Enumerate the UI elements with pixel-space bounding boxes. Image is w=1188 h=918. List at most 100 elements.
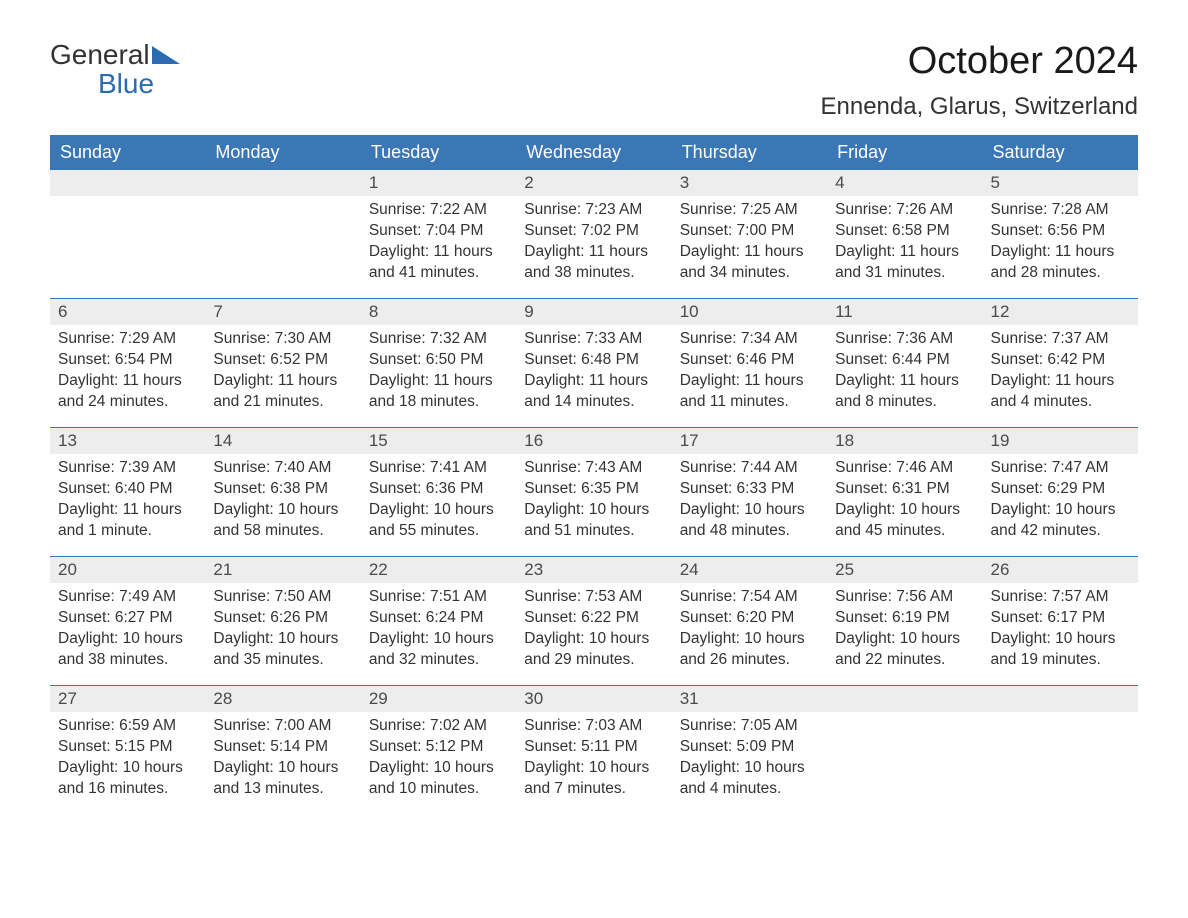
sunset-text: Sunset: 6:46 PM — [680, 350, 819, 371]
brand-word2: Blue — [98, 69, 180, 98]
day-body: Sunrise: 7:47 AMSunset: 6:29 PMDaylight:… — [983, 454, 1138, 550]
day-number: 12 — [983, 299, 1138, 325]
sunset-text: Sunset: 7:00 PM — [680, 221, 819, 242]
day-number: 8 — [361, 299, 516, 325]
daylight-text: Daylight: 10 hours and 4 minutes. — [680, 758, 819, 800]
sunset-text: Sunset: 6:29 PM — [991, 479, 1130, 500]
weeks-container: 1Sunrise: 7:22 AMSunset: 7:04 PMDaylight… — [50, 170, 1138, 814]
day-cell: 12Sunrise: 7:37 AMSunset: 6:42 PMDayligh… — [983, 299, 1138, 427]
day-cell: 2Sunrise: 7:23 AMSunset: 7:02 PMDaylight… — [516, 170, 671, 298]
day-cell: 25Sunrise: 7:56 AMSunset: 6:19 PMDayligh… — [827, 557, 982, 685]
sunrise-text: Sunrise: 7:49 AM — [58, 587, 197, 608]
sunset-text: Sunset: 6:27 PM — [58, 608, 197, 629]
sunrise-text: Sunrise: 7:53 AM — [524, 587, 663, 608]
sunset-text: Sunset: 6:24 PM — [369, 608, 508, 629]
daylight-text: Daylight: 11 hours and 18 minutes. — [369, 371, 508, 413]
sunrise-text: Sunrise: 7:40 AM — [213, 458, 352, 479]
sunset-text: Sunset: 5:14 PM — [213, 737, 352, 758]
day-body: Sunrise: 7:25 AMSunset: 7:00 PMDaylight:… — [672, 196, 827, 292]
location-subtitle: Ennenda, Glarus, Switzerland — [820, 93, 1138, 121]
day-number: 20 — [50, 557, 205, 583]
day-cell: 13Sunrise: 7:39 AMSunset: 6:40 PMDayligh… — [50, 428, 205, 556]
day-body: Sunrise: 7:56 AMSunset: 6:19 PMDaylight:… — [827, 583, 982, 679]
day-body: Sunrise: 7:51 AMSunset: 6:24 PMDaylight:… — [361, 583, 516, 679]
sunset-text: Sunset: 6:22 PM — [524, 608, 663, 629]
dow-cell: Monday — [205, 135, 360, 170]
daylight-text: Daylight: 10 hours and 19 minutes. — [991, 629, 1130, 671]
sunrise-text: Sunrise: 7:43 AM — [524, 458, 663, 479]
sunset-text: Sunset: 6:50 PM — [369, 350, 508, 371]
day-body: Sunrise: 7:49 AMSunset: 6:27 PMDaylight:… — [50, 583, 205, 679]
day-number: 21 — [205, 557, 360, 583]
day-body: Sunrise: 7:32 AMSunset: 6:50 PMDaylight:… — [361, 325, 516, 421]
sunset-text: Sunset: 5:12 PM — [369, 737, 508, 758]
daylight-text: Daylight: 11 hours and 31 minutes. — [835, 242, 974, 284]
dow-cell: Sunday — [50, 135, 205, 170]
daylight-text: Daylight: 10 hours and 13 minutes. — [213, 758, 352, 800]
calendar: SundayMondayTuesdayWednesdayThursdayFrid… — [50, 135, 1138, 814]
sunrise-text: Sunrise: 7:36 AM — [835, 329, 974, 350]
day-cell: 1Sunrise: 7:22 AMSunset: 7:04 PMDaylight… — [361, 170, 516, 298]
daylight-text: Daylight: 11 hours and 11 minutes. — [680, 371, 819, 413]
sunrise-text: Sunrise: 7:47 AM — [991, 458, 1130, 479]
day-body: Sunrise: 7:39 AMSunset: 6:40 PMDaylight:… — [50, 454, 205, 550]
day-body: Sunrise: 7:02 AMSunset: 5:12 PMDaylight:… — [361, 712, 516, 808]
week-row: 20Sunrise: 7:49 AMSunset: 6:27 PMDayligh… — [50, 556, 1138, 685]
sunrise-text: Sunrise: 7:03 AM — [524, 716, 663, 737]
daylight-text: Daylight: 10 hours and 16 minutes. — [58, 758, 197, 800]
day-body: Sunrise: 7:26 AMSunset: 6:58 PMDaylight:… — [827, 196, 982, 292]
week-row: 27Sunrise: 6:59 AMSunset: 5:15 PMDayligh… — [50, 685, 1138, 814]
day-body: Sunrise: 7:22 AMSunset: 7:04 PMDaylight:… — [361, 196, 516, 292]
day-body: Sunrise: 7:46 AMSunset: 6:31 PMDaylight:… — [827, 454, 982, 550]
sunrise-text: Sunrise: 7:26 AM — [835, 200, 974, 221]
sunrise-text: Sunrise: 7:25 AM — [680, 200, 819, 221]
brand-logo: General Blue — [50, 40, 180, 99]
day-body: Sunrise: 7:54 AMSunset: 6:20 PMDaylight:… — [672, 583, 827, 679]
day-of-week-header: SundayMondayTuesdayWednesdayThursdayFrid… — [50, 135, 1138, 170]
sunrise-text: Sunrise: 7:05 AM — [680, 716, 819, 737]
sunrise-text: Sunrise: 6:59 AM — [58, 716, 197, 737]
day-cell — [983, 686, 1138, 814]
day-body: Sunrise: 7:37 AMSunset: 6:42 PMDaylight:… — [983, 325, 1138, 421]
day-number: 24 — [672, 557, 827, 583]
day-number — [50, 170, 205, 196]
day-cell: 31Sunrise: 7:05 AMSunset: 5:09 PMDayligh… — [672, 686, 827, 814]
day-number: 22 — [361, 557, 516, 583]
sunset-text: Sunset: 7:02 PM — [524, 221, 663, 242]
day-body: Sunrise: 7:30 AMSunset: 6:52 PMDaylight:… — [205, 325, 360, 421]
sunset-text: Sunset: 6:17 PM — [991, 608, 1130, 629]
day-cell: 27Sunrise: 6:59 AMSunset: 5:15 PMDayligh… — [50, 686, 205, 814]
day-number: 10 — [672, 299, 827, 325]
sunset-text: Sunset: 6:58 PM — [835, 221, 974, 242]
sunrise-text: Sunrise: 7:41 AM — [369, 458, 508, 479]
daylight-text: Daylight: 10 hours and 22 minutes. — [835, 629, 974, 671]
daylight-text: Daylight: 10 hours and 55 minutes. — [369, 500, 508, 542]
sunset-text: Sunset: 6:19 PM — [835, 608, 974, 629]
day-body: Sunrise: 7:40 AMSunset: 6:38 PMDaylight:… — [205, 454, 360, 550]
triangle-icon — [152, 40, 180, 69]
sunrise-text: Sunrise: 7:23 AM — [524, 200, 663, 221]
day-number: 3 — [672, 170, 827, 196]
day-number: 2 — [516, 170, 671, 196]
day-number: 5 — [983, 170, 1138, 196]
dow-cell: Wednesday — [516, 135, 671, 170]
dow-cell: Friday — [827, 135, 982, 170]
day-cell: 30Sunrise: 7:03 AMSunset: 5:11 PMDayligh… — [516, 686, 671, 814]
week-row: 1Sunrise: 7:22 AMSunset: 7:04 PMDaylight… — [50, 170, 1138, 298]
day-number: 7 — [205, 299, 360, 325]
day-body: Sunrise: 7:03 AMSunset: 5:11 PMDaylight:… — [516, 712, 671, 808]
sunset-text: Sunset: 6:26 PM — [213, 608, 352, 629]
day-body: Sunrise: 7:57 AMSunset: 6:17 PMDaylight:… — [983, 583, 1138, 679]
day-number: 29 — [361, 686, 516, 712]
daylight-text: Daylight: 11 hours and 8 minutes. — [835, 371, 974, 413]
sunrise-text: Sunrise: 7:44 AM — [680, 458, 819, 479]
dow-cell: Thursday — [672, 135, 827, 170]
sunset-text: Sunset: 5:11 PM — [524, 737, 663, 758]
day-number: 27 — [50, 686, 205, 712]
day-cell: 6Sunrise: 7:29 AMSunset: 6:54 PMDaylight… — [50, 299, 205, 427]
daylight-text: Daylight: 10 hours and 48 minutes. — [680, 500, 819, 542]
day-number: 16 — [516, 428, 671, 454]
day-cell: 29Sunrise: 7:02 AMSunset: 5:12 PMDayligh… — [361, 686, 516, 814]
daylight-text: Daylight: 11 hours and 21 minutes. — [213, 371, 352, 413]
daylight-text: Daylight: 10 hours and 38 minutes. — [58, 629, 197, 671]
